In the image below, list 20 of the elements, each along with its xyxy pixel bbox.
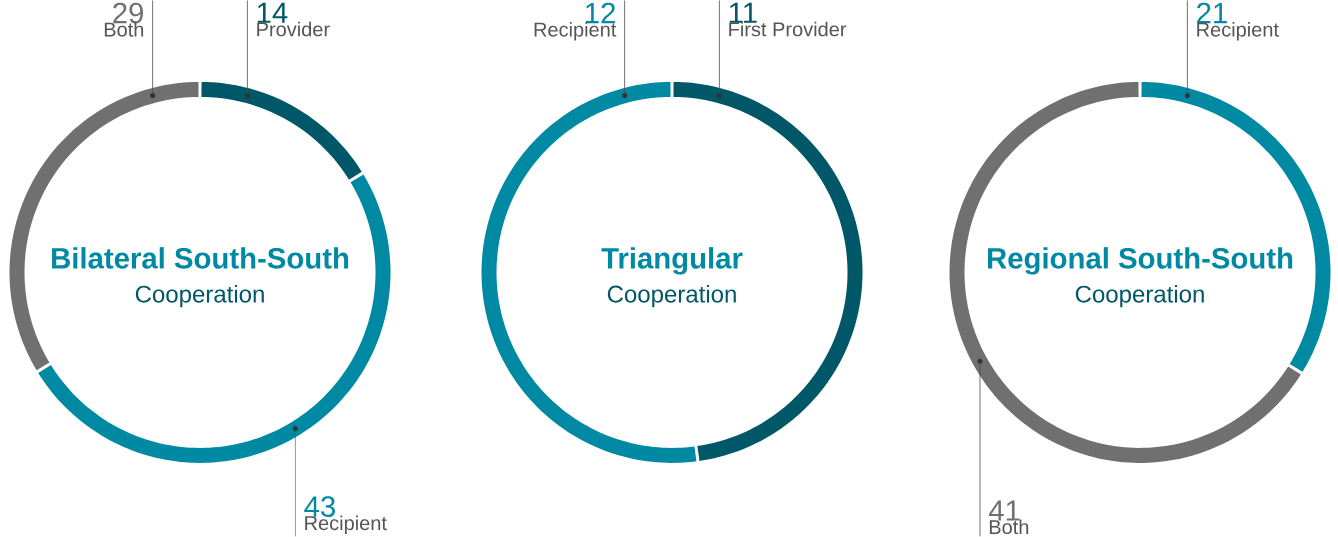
slice-label: Recipient xyxy=(1197,22,1279,41)
text: Cooperation xyxy=(1075,285,1204,308)
slice-label: First Provider xyxy=(729,21,847,37)
data-label: 12 xyxy=(585,2,615,24)
slice-label: Recipient xyxy=(534,22,617,41)
data-label: 43 xyxy=(304,496,335,518)
text: Triangular xyxy=(601,247,743,275)
data-label: 14 xyxy=(257,2,288,23)
data-label: 41 xyxy=(988,500,1020,521)
text: Bilateral South-South xyxy=(52,247,349,269)
slice-label: Provider xyxy=(257,21,330,37)
data-label: 21 xyxy=(1197,2,1227,24)
text: Cooperation xyxy=(607,285,736,308)
data-label: 11 xyxy=(729,2,757,23)
text: Cooperation xyxy=(135,285,264,308)
slice-label: Recipient xyxy=(305,515,387,535)
data-label: 29 xyxy=(113,2,143,24)
slice-label: Both xyxy=(104,22,144,37)
slice-label: Both xyxy=(989,519,1029,535)
text: Regional South-South xyxy=(988,247,1293,275)
